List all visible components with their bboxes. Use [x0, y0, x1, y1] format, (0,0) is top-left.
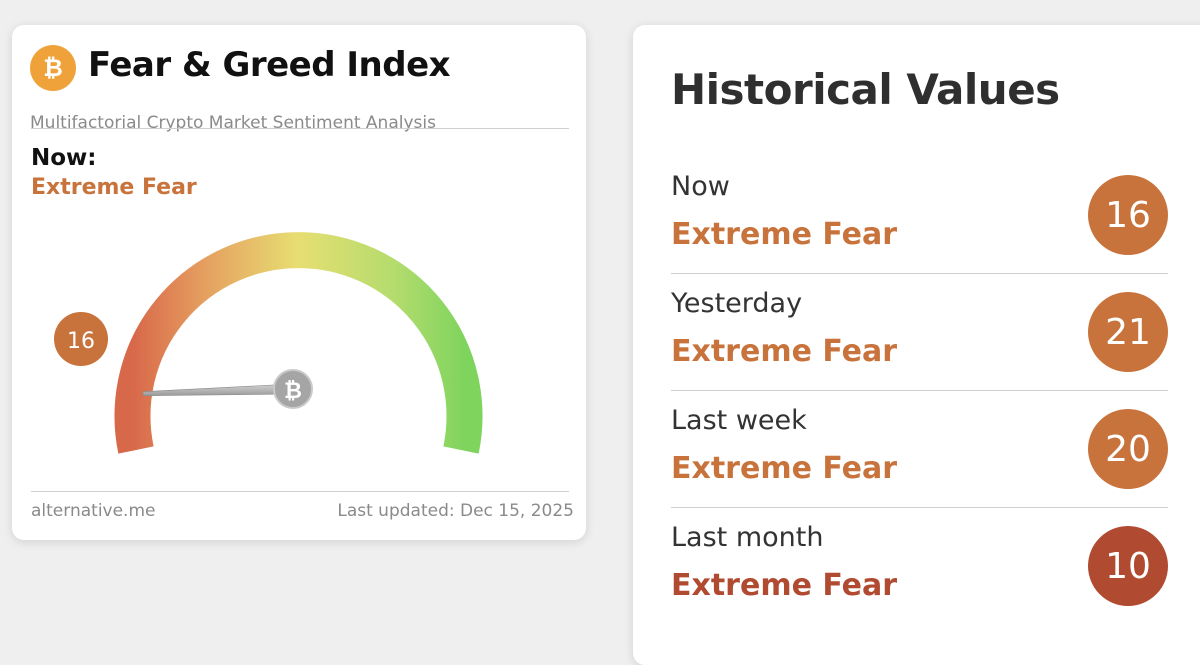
gauge-arc — [114, 232, 483, 454]
page-title: Fear & Greed Index — [88, 45, 451, 85]
value-badge: 20 — [1088, 409, 1168, 489]
classification-label: Extreme Fear — [671, 451, 898, 486]
source-link[interactable]: alternative.me — [31, 501, 156, 521]
now-classification: Extreme Fear — [31, 175, 197, 200]
history-row-last-week: Last week Extreme Fear 20 — [671, 391, 1168, 508]
classification-label: Extreme Fear — [671, 568, 898, 603]
sentiment-gauge: ₿ 16 — [54, 232, 483, 454]
period-label: Last week — [671, 405, 807, 436]
gauge-value-badge — [54, 312, 108, 366]
now-label: Now: — [31, 145, 97, 171]
history-row-now: Now Extreme Fear 16 — [671, 157, 1168, 274]
historical-title: Historical Values — [671, 65, 1060, 114]
row-divider — [671, 390, 1168, 391]
historical-values-card: Historical Values Now Extreme Fear 16 Ye… — [633, 25, 1200, 665]
period-label: Last month — [671, 522, 824, 553]
footer-divider — [31, 491, 569, 492]
classification-label: Extreme Fear — [671, 217, 898, 252]
header-divider — [31, 128, 569, 129]
last-updated: Last updated: Dec 15, 2025 — [337, 501, 574, 521]
value-badge: 21 — [1088, 292, 1168, 372]
history-row-last-month: Last month Extreme Fear 10 — [671, 508, 1168, 625]
value-badge: 10 — [1088, 526, 1168, 606]
history-row-yesterday: Yesterday Extreme Fear 21 — [671, 274, 1168, 391]
value-badge: 16 — [1088, 175, 1168, 255]
gauge-hub — [273, 369, 313, 409]
bitcoin-icon: ₿ — [30, 45, 76, 91]
fear-greed-card: ₿ Fear & Greed Index Multifactorial Cryp… — [12, 25, 586, 540]
gauge-needle — [142, 383, 294, 397]
period-label: Now — [671, 171, 730, 202]
period-label: Yesterday — [671, 288, 803, 319]
gauge-value-text: 16 — [67, 329, 95, 354]
row-divider — [671, 273, 1168, 274]
bitcoin-icon: ₿ — [284, 379, 302, 404]
classification-label: Extreme Fear — [671, 334, 898, 369]
row-divider — [671, 507, 1168, 508]
svg-text:₿: ₿ — [43, 54, 63, 82]
